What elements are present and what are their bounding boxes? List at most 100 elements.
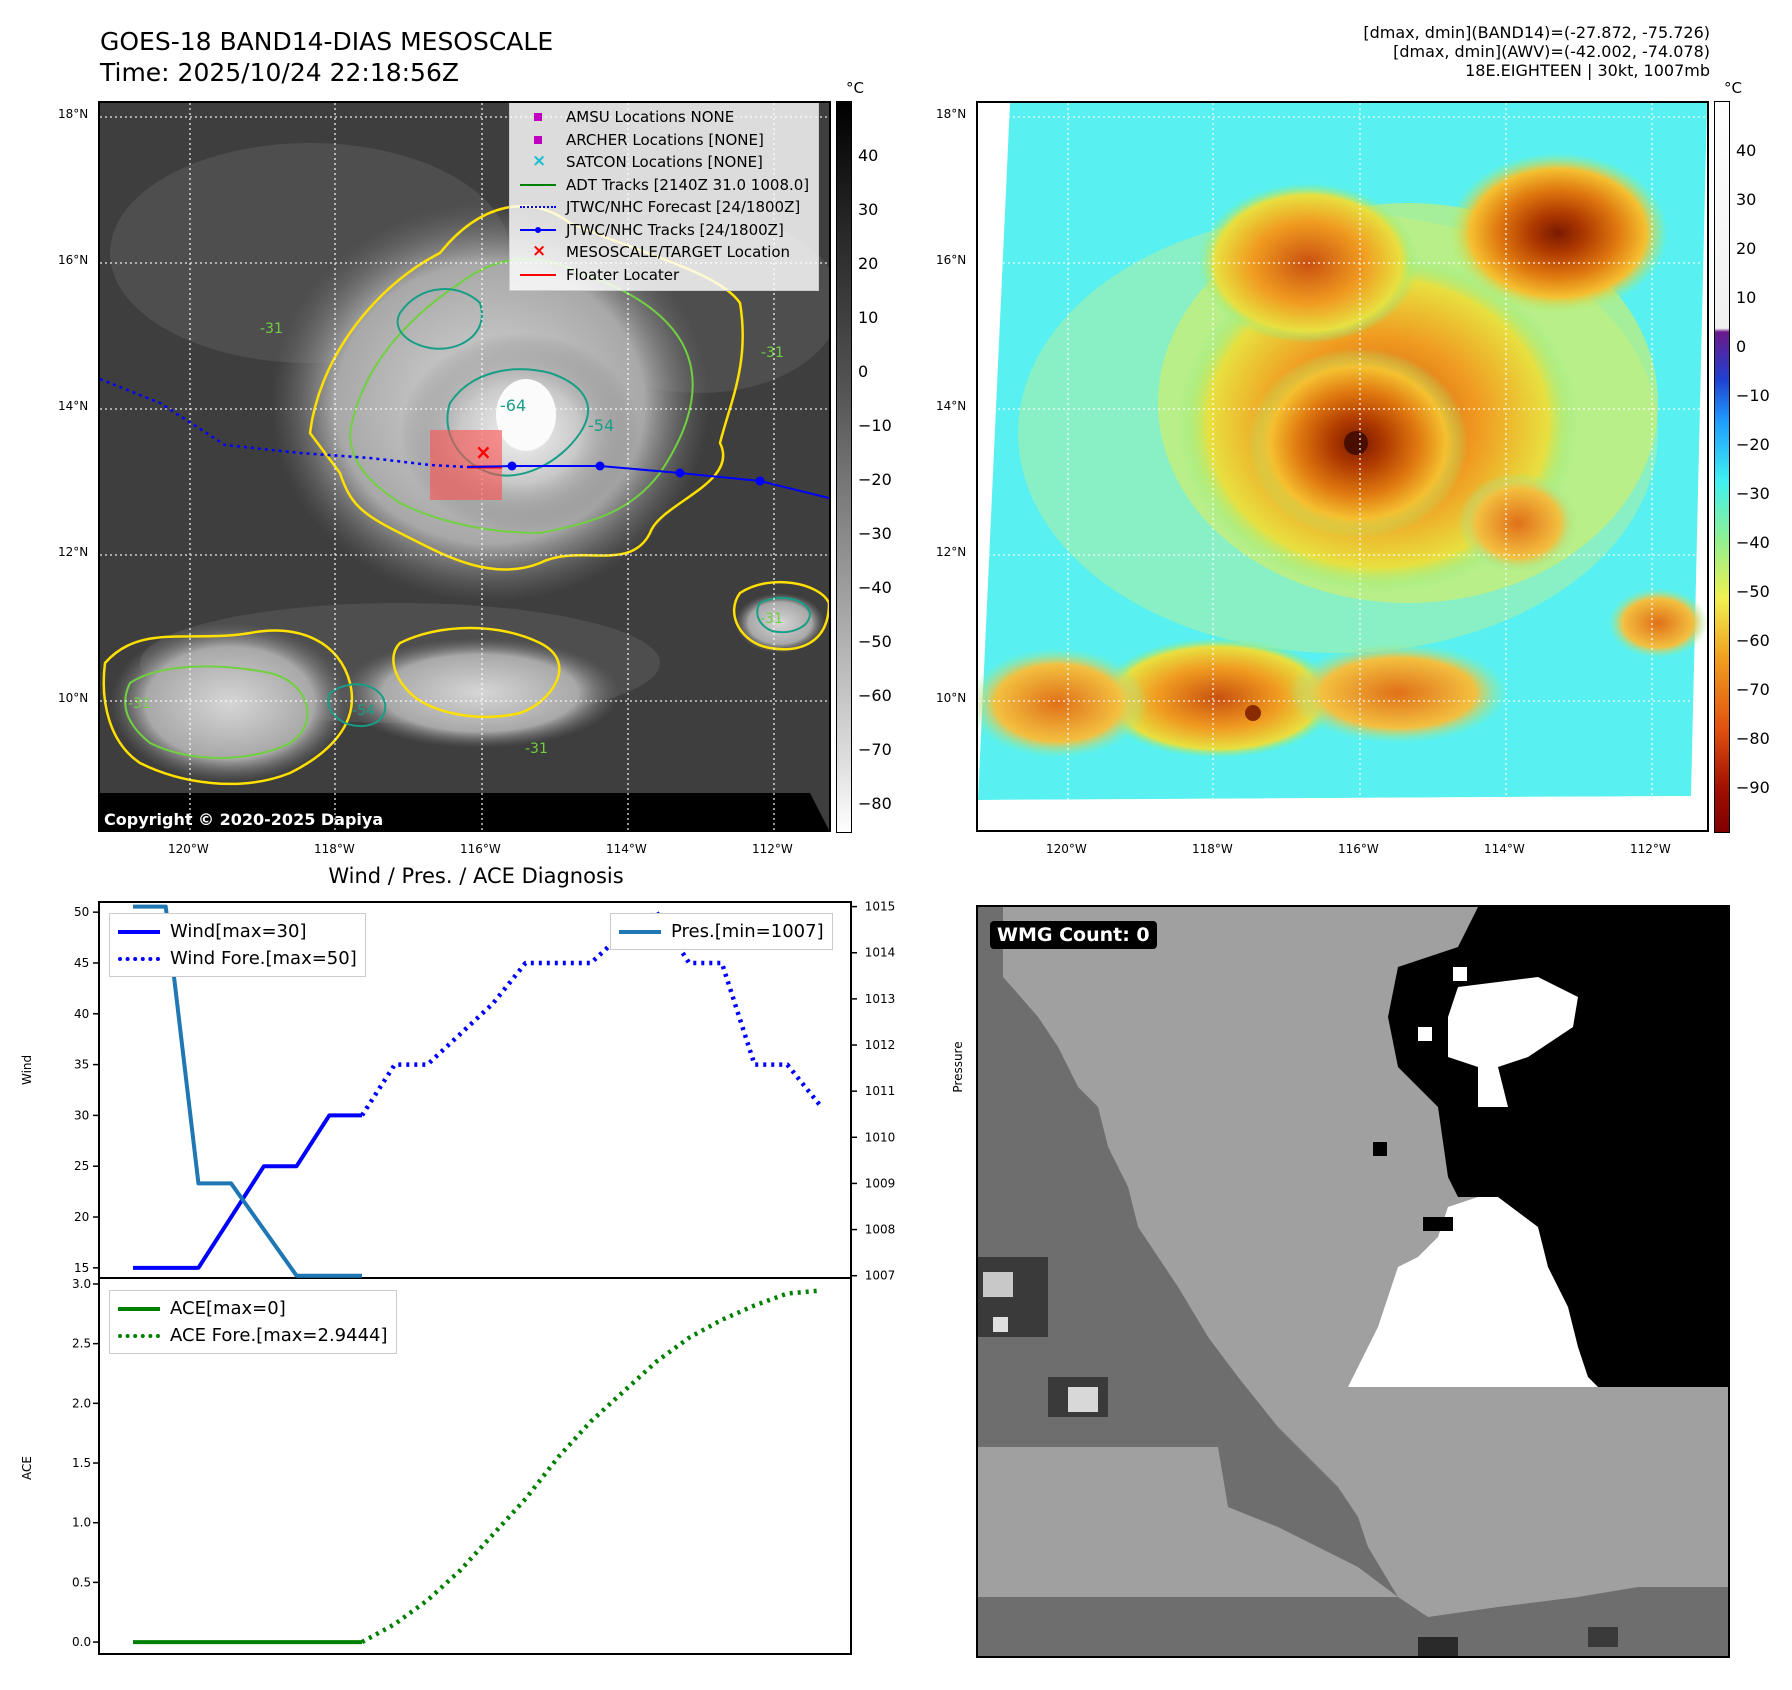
lat-label: 10°N <box>58 691 89 705</box>
pressure-tick-label: 1015 <box>865 900 896 914</box>
blue-dotted-line-icon <box>520 200 558 214</box>
legend-item-satcon: × SATCON Locations [NONE] <box>520 151 810 174</box>
red-x-icon: × <box>532 241 547 262</box>
wind-tick-label: 40 <box>74 1007 89 1021</box>
ace-tick-label: 2.5 <box>72 1337 91 1351</box>
pressure-ticks: 1015 1014 1013 1012 1011 1010 1009 1008 1007 <box>851 900 895 1283</box>
cyan-x-icon: × <box>532 151 547 172</box>
title-line-2: Time: 2025/10/24 22:18:56Z <box>100 58 459 87</box>
wmg-panel: WMG Count: 0 <box>976 905 1730 1658</box>
blue-line-icon <box>118 929 160 934</box>
jet-colorbar <box>1714 101 1730 833</box>
magenta-square-icon <box>520 110 558 124</box>
pressure-tick-label: 1012 <box>865 1038 896 1052</box>
lat-label: 12°N <box>936 545 967 559</box>
colorbar-unit: °C <box>1724 79 1742 97</box>
colorbar-unit: °C <box>846 79 864 97</box>
map-grid <box>978 103 1707 830</box>
diagnosis-title: Wind / Pres. / ACE Diagnosis <box>328 864 624 888</box>
contour-label: -31 <box>128 696 151 712</box>
ace-tick-label: 3.0 <box>72 1277 91 1291</box>
wmg-map-svg <box>978 907 1728 1656</box>
pressure-tick-label: 1009 <box>865 1176 896 1190</box>
green-dotted-line-icon <box>118 1333 160 1338</box>
lat-label: 16°N <box>58 253 89 267</box>
ace-tick-label: 0.0 <box>72 1635 91 1649</box>
lon-label: 116°W <box>460 842 501 856</box>
lat-label: 12°N <box>58 545 89 559</box>
figure-title: GOES-18 BAND14-DIAS MESOSCALE Time: 2025… <box>100 26 553 88</box>
pressure-tick-label: 1008 <box>865 1223 896 1237</box>
legend-item-forecast: JTWC/NHC Forecast [24/1800Z] <box>520 196 810 219</box>
ace-axes-frame <box>98 1277 852 1655</box>
green-line-icon <box>520 178 558 192</box>
lat-label: 18°N <box>58 107 89 121</box>
title-line-1: GOES-18 BAND14-DIAS MESOSCALE <box>100 27 554 56</box>
wmg-count-badge: WMG Count: 0 <box>990 921 1157 949</box>
lon-label: 114°W <box>606 842 647 856</box>
red-line-icon <box>520 268 558 282</box>
ace-legend: ACE[max=0] ACE Fore.[max=2.9444] <box>109 1290 397 1354</box>
ir-color-map <box>976 101 1709 832</box>
track-points <box>507 461 765 486</box>
lon-label: 116°W <box>1338 842 1379 856</box>
stats-line-2: [dmax, dmin](AWV)=(-42.002, -74.078) <box>1393 42 1710 61</box>
legend-ace-fore: ACE Fore.[max=2.9444] <box>118 1322 388 1349</box>
copyright-label: Copyright © 2020-2025 Dapiya <box>104 810 384 829</box>
lat-label: 16°N <box>936 253 967 267</box>
legend-item-target: × MESOSCALE/TARGET Location <box>520 241 810 264</box>
pressure-tick-label: 1011 <box>865 1084 896 1098</box>
lat-label: 18°N <box>936 107 967 121</box>
ace-tick-label: 2.0 <box>72 1396 91 1410</box>
wind-legend: Wind[max=30] Wind Fore.[max=50] <box>109 913 366 977</box>
wind-ylabel: Wind <box>20 1054 34 1085</box>
wind-tick-label: 15 <box>74 1261 89 1275</box>
ace-tick-label: 1.5 <box>72 1456 91 1470</box>
contour-label: -31 <box>760 611 783 627</box>
target-x-marker: × <box>475 440 492 464</box>
pressure-tick-label: 1010 <box>865 1130 896 1144</box>
legend-item-amsu: AMSU Locations NONE <box>520 106 810 129</box>
ace-tick-label: 0.5 <box>72 1575 91 1589</box>
stats-block: [dmax, dmin](BAND14)=(-27.872, -75.726) … <box>1110 23 1710 80</box>
pressure-ylabel: Pressure <box>951 1041 965 1093</box>
map-legend: AMSU Locations NONE ARCHER Locations [NO… <box>509 103 819 291</box>
pressure-tick-label: 1014 <box>865 946 896 960</box>
lon-label: 112°W <box>1630 842 1671 856</box>
lon-label: 118°W <box>314 842 355 856</box>
forecast-track <box>100 377 469 469</box>
wind-tick-label: 35 <box>74 1058 89 1072</box>
pressure-tick-label: 1007 <box>865 1269 896 1283</box>
lon-label: 118°W <box>1192 842 1233 856</box>
ace-ylabel: ACE <box>20 1456 34 1480</box>
wind-tick-label: 20 <box>74 1210 89 1224</box>
ir-gray-map: -64 -54 -31 -31 -31 -54 -31 -31 <box>98 101 831 832</box>
blue-dotted-line-icon <box>118 956 160 961</box>
floater-box <box>430 430 502 500</box>
series-line <box>360 1288 821 1645</box>
blue-line-dot-icon <box>520 223 558 237</box>
contour-label: -31 <box>525 741 548 757</box>
legend-item-tracks: JTWC/NHC Tracks [24/1800Z] <box>520 219 810 242</box>
lon-label: 112°W <box>752 842 793 856</box>
legend-item-floater: Floater Locater <box>520 264 810 287</box>
legend-wind: Wind[max=30] <box>118 918 357 945</box>
wind-tick-label: 25 <box>74 1159 89 1173</box>
lon-label: 120°W <box>168 842 209 856</box>
pressure-legend: Pres.[min=1007] <box>610 913 833 950</box>
legend-pres: Pres.[min=1007] <box>619 918 824 945</box>
legend-wind-fore: Wind Fore.[max=50] <box>118 945 357 972</box>
legend-item-archer: ARCHER Locations [NONE] <box>520 129 810 152</box>
contour-label: -54 <box>352 703 375 719</box>
series-line <box>133 1113 362 1270</box>
legend-item-adt: ADT Tracks [2140Z 31.0 1008.0] <box>520 174 810 197</box>
lon-label: 114°W <box>1484 842 1525 856</box>
stats-line-3: 18E.EIGHTEEN | 30kt, 1007mb <box>1465 61 1710 80</box>
wind-tick-label: 50 <box>74 905 89 919</box>
lat-label: 14°N <box>58 399 89 413</box>
observed-track <box>467 465 829 499</box>
contour-label: -54 <box>588 416 614 435</box>
steel-blue-line-icon <box>619 929 661 934</box>
lat-label: 10°N <box>936 691 967 705</box>
